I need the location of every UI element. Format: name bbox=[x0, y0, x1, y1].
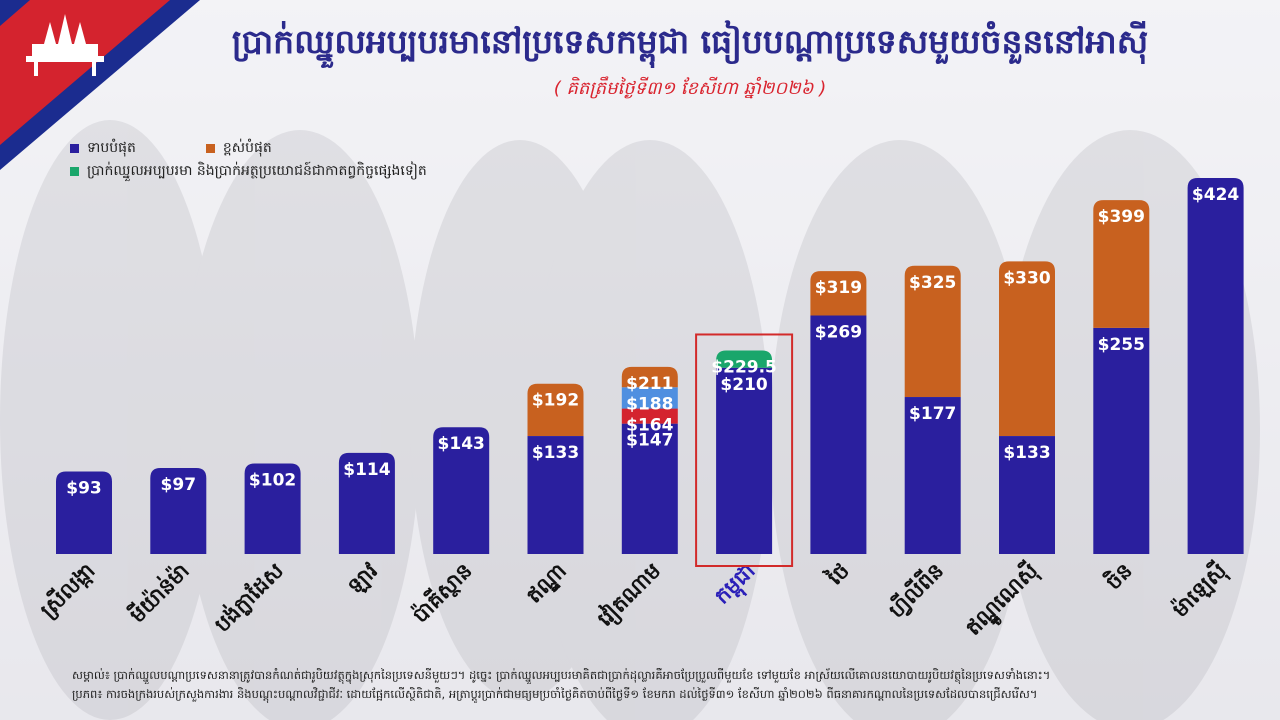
footnote-remark: សម្គាល់៖ ប្រាក់ឈ្នួលបណ្ដាប្រទេសនានាត្រូវ… bbox=[72, 668, 1051, 682]
bar-3-segment-lowest bbox=[244, 463, 301, 554]
bar-10-segment-lowest bbox=[904, 397, 961, 554]
legend-swatch-highest bbox=[205, 144, 215, 153]
bar-7-value-label: $147 bbox=[626, 431, 673, 451]
bar-2-value-label: $97 bbox=[161, 475, 197, 495]
bar-4-segment-lowest bbox=[338, 452, 395, 554]
bar-6-value-label: $192 bbox=[532, 391, 579, 411]
bar-6-segment-highest bbox=[527, 383, 584, 437]
footnote-source: ប្រភព៖ ការចងក្រងរបស់ក្រសួងការងារ និងបណ្ដ… bbox=[72, 687, 1038, 701]
legend-item-benefits: ប្រាក់ឈ្នួលអប្បបរមា និងប្រាក់អត្ថប្រយោជន… bbox=[70, 161, 427, 182]
bar-4-value-label: $114 bbox=[343, 460, 390, 480]
bar-9-value-label: $269 bbox=[815, 322, 862, 342]
bar-13-value-label: $424 bbox=[1192, 185, 1239, 205]
bar-5-segment-lowest bbox=[433, 427, 490, 554]
category-label-13: ម៉ាឡេស៊ី bbox=[1166, 557, 1233, 624]
category-label-11: ឥណ្ឌូណេស៊ី bbox=[960, 557, 1046, 643]
bar-3-value-label: $102 bbox=[249, 471, 296, 491]
category-label-12: ចិន bbox=[1100, 557, 1137, 594]
legend-label-benefits: ប្រាក់ឈ្នួលអប្បបរមា និងប្រាក់អត្ថប្រយោជន… bbox=[87, 163, 427, 179]
cambodia-highlight-box bbox=[695, 333, 794, 568]
bar-8-value-label: $210 bbox=[720, 375, 767, 395]
category-label-7: វៀតណាម bbox=[591, 557, 667, 633]
bar-9-segment-lowest bbox=[810, 315, 867, 554]
legend-swatch-lowest bbox=[70, 144, 79, 153]
bar-11-value-label: $330 bbox=[1003, 268, 1050, 288]
bar-7-segment-highest bbox=[621, 366, 678, 388]
bar-11-segment-highest bbox=[999, 261, 1055, 437]
bar-12-segment-highest bbox=[1093, 200, 1150, 328]
category-label-5: ប៉ាគីស្ថាន bbox=[406, 557, 477, 628]
bar-10-value-label: $177 bbox=[909, 404, 956, 424]
bar-7-value-label: $188 bbox=[626, 394, 673, 414]
cambodia-flag-icon bbox=[0, 0, 200, 170]
bar-8-value-label: $229.5 bbox=[711, 357, 777, 377]
bar-10-value-label: $325 bbox=[909, 273, 956, 293]
category-label-9: ថៃ bbox=[821, 557, 854, 590]
bar-5-value-label: $143 bbox=[438, 434, 485, 454]
bar-7-segment-light_blue_segment bbox=[621, 387, 678, 409]
bar-2-segment-lowest bbox=[150, 467, 207, 554]
bar-11-segment-lowest bbox=[999, 436, 1055, 554]
bar-7-value-label: $164 bbox=[626, 416, 673, 436]
bar-13-segment-lowest bbox=[1187, 178, 1244, 554]
bar-8-segment-benefits bbox=[716, 350, 773, 368]
bar-11-value-label: $133 bbox=[1003, 443, 1050, 463]
category-label-1: ស្រីលង្កា bbox=[34, 557, 100, 623]
category-label-2: មីយ៉ាន់ម៉ា bbox=[124, 557, 194, 627]
chart-subtitle: ( គិតត្រឹមថ្ងៃទី៣១ ខែសីហា ឆ្នាំ២០២៦ ) bbox=[553, 78, 827, 99]
bar-9-segment-highest bbox=[810, 271, 867, 316]
bar-12-value-label: $399 bbox=[1098, 207, 1145, 227]
bar-6-value-label: $133 bbox=[532, 443, 579, 463]
bar-10-segment-highest bbox=[904, 265, 961, 398]
bar-1-value-label: $93 bbox=[66, 479, 102, 499]
bar-9-value-label: $319 bbox=[815, 278, 862, 298]
legend-label-lowest: ទាបបំផុត bbox=[87, 140, 136, 156]
bar-12-segment-lowest bbox=[1093, 327, 1150, 554]
bar-6-segment-lowest bbox=[527, 436, 584, 554]
bar-7-segment-lowest bbox=[621, 423, 678, 554]
category-label-10: ហ្វីលីពីន bbox=[883, 557, 949, 623]
bar-1-segment-lowest bbox=[56, 471, 112, 554]
legend-item-highest: ខ្ពស់បំផុត bbox=[205, 138, 272, 159]
bar-7-segment-red_segment bbox=[621, 408, 678, 424]
legend-swatch-benefits bbox=[70, 167, 79, 176]
bar-8-segment-lowest bbox=[716, 367, 773, 554]
bar-7-value-label: $211 bbox=[626, 374, 673, 394]
bar-12-value-label: $255 bbox=[1098, 335, 1145, 355]
legend: ទាបបំផុត ខ្ពស់បំផុត ប្រាក់ឈ្នួលអប្បបរមា … bbox=[70, 138, 427, 184]
category-label-3: បង់ក្លាដែស bbox=[208, 557, 288, 637]
legend-item-lowest: ទាបបំផុត bbox=[70, 138, 136, 159]
category-label-6: ឥណ្ឌា bbox=[522, 559, 572, 609]
chart-title: ប្រាក់ឈ្នួលអប្បបរមានៅប្រទេសកម្ពុជា ធៀបបណ… bbox=[231, 22, 1149, 61]
category-label-4: ឡាវ bbox=[343, 558, 384, 599]
legend-label-highest: ខ្ពស់បំផុត bbox=[222, 140, 272, 156]
